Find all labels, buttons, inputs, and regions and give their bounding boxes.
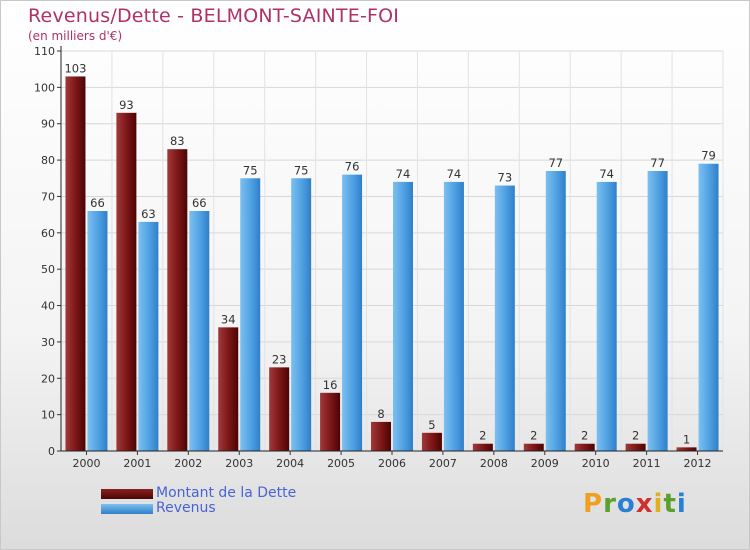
xtick-label-2002: 2002 — [174, 457, 202, 470]
legend-swatch-revenus — [101, 504, 153, 514]
ytick-label-90: 90 — [41, 118, 55, 131]
bar-revenus-2004 — [291, 178, 312, 452]
proxiti-logo: Proxiti — [583, 489, 687, 519]
bar-revenus-2003 — [240, 178, 261, 452]
xtick-label-2006: 2006 — [378, 457, 406, 470]
bar-debt-2011 — [625, 443, 646, 451]
data-label-debt-2009: 2 — [530, 429, 537, 443]
bar-revenus-2009 — [545, 171, 566, 451]
bar-revenus-2007 — [443, 181, 464, 451]
legend-label-revenus: Revenus — [156, 500, 216, 516]
data-label-debt-2008: 2 — [479, 429, 486, 443]
bar-revenus-2010 — [596, 181, 617, 451]
data-label-revenus-2005: 76 — [345, 160, 360, 174]
data-label-debt-2011: 2 — [632, 429, 639, 443]
data-label-debt-2000: 103 — [64, 61, 86, 75]
logo-letter: t — [663, 489, 677, 519]
data-label-debt-2004: 23 — [272, 352, 287, 366]
xtick-label-2009: 2009 — [531, 457, 559, 470]
data-label-debt-2007: 5 — [428, 418, 435, 432]
data-label-revenus-2011: 77 — [650, 156, 665, 170]
ytick-label-0: 0 — [48, 445, 55, 458]
xtick-label-2007: 2007 — [429, 457, 457, 470]
data-label-debt-2006: 8 — [377, 407, 384, 421]
ytick-label-100: 100 — [34, 81, 55, 94]
data-label-revenus-2010: 74 — [599, 167, 614, 181]
bar-revenus-2008 — [494, 185, 515, 451]
logo-letter: r — [603, 489, 617, 519]
ytick-label-10: 10 — [41, 409, 55, 422]
data-label-revenus-2001: 63 — [141, 207, 156, 221]
data-label-revenus-2009: 77 — [548, 156, 563, 170]
bar-debt-2001 — [116, 112, 137, 452]
data-label-revenus-2002: 66 — [192, 196, 207, 210]
bar-revenus-2006 — [393, 181, 413, 451]
logo-letter: i — [653, 489, 664, 519]
chart-subtitle: (en milliers d'€) — [28, 29, 123, 43]
xtick-label-2005: 2005 — [327, 457, 355, 470]
bar-revenus-2002 — [189, 211, 210, 451]
bar-debt-2006 — [371, 421, 391, 451]
logo-letter: i — [676, 489, 687, 519]
data-label-debt-2002: 83 — [170, 134, 185, 148]
data-label-revenus-2007: 74 — [447, 167, 462, 181]
xtick-label-2011: 2011 — [633, 457, 661, 470]
xtick-label-2000: 2000 — [72, 457, 100, 470]
data-label-revenus-2004: 75 — [294, 163, 309, 177]
bar-revenus-2012 — [698, 163, 719, 451]
xtick-label-2004: 2004 — [276, 457, 304, 470]
legend-label-debt: Montant de la Dette — [156, 485, 297, 501]
data-label-debt-2001: 93 — [119, 98, 134, 112]
bar-debt-2008 — [472, 443, 493, 451]
xtick-label-2003: 2003 — [225, 457, 253, 470]
data-label-revenus-2003: 75 — [243, 163, 258, 177]
ytick-label-110: 110 — [34, 45, 55, 58]
xtick-label-2001: 2001 — [123, 457, 151, 470]
ytick-label-80: 80 — [41, 154, 55, 167]
bar-revenus-2011 — [647, 171, 668, 451]
ytick-label-40: 40 — [41, 300, 55, 313]
bar-debt-2007 — [421, 432, 442, 451]
data-label-revenus-2000: 66 — [90, 196, 105, 210]
bar-debt-2003 — [218, 327, 239, 451]
bar-debt-2002 — [167, 149, 188, 451]
data-label-debt-2010: 2 — [581, 429, 588, 443]
bar-debt-2010 — [574, 443, 595, 451]
ytick-label-20: 20 — [41, 372, 55, 385]
bar-debt-2009 — [523, 443, 544, 451]
data-label-revenus-2012: 79 — [701, 149, 716, 163]
bar-debt-2012 — [676, 447, 697, 451]
bar-revenus-2000 — [87, 211, 108, 451]
ytick-label-60: 60 — [41, 227, 55, 240]
data-label-revenus-2008: 73 — [498, 171, 513, 185]
ytick-label-70: 70 — [41, 190, 55, 203]
bar-debt-2004 — [269, 367, 290, 451]
logo-letter: x — [635, 489, 654, 519]
chart-title: Revenus/Dette - BELMONT-SAINTE-FOI — [28, 5, 400, 27]
data-label-debt-2012: 1 — [683, 432, 690, 446]
ytick-label-30: 30 — [41, 336, 55, 349]
bar-revenus-2005 — [342, 174, 363, 452]
logo-letter: P — [583, 489, 604, 519]
xtick-label-2008: 2008 — [480, 457, 508, 470]
xtick-label-2012: 2012 — [684, 457, 712, 470]
data-label-debt-2005: 16 — [323, 378, 338, 392]
data-label-revenus-2006: 74 — [396, 167, 411, 181]
bar-debt-2000 — [65, 76, 86, 452]
logo-letter: o — [616, 489, 636, 519]
ytick-label-50: 50 — [41, 263, 55, 276]
bar-debt-2005 — [320, 392, 341, 451]
xtick-label-2010: 2010 — [582, 457, 610, 470]
data-label-debt-2003: 34 — [221, 312, 236, 326]
bar-revenus-2001 — [138, 221, 159, 451]
legend-swatch-debt — [101, 489, 153, 499]
